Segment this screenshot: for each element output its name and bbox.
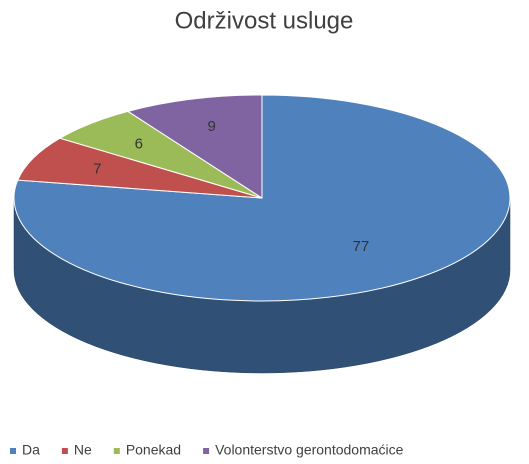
legend-swatch [113,448,120,454]
data-label: 77 [352,238,369,255]
legend-label: Da [22,442,40,458]
legend-label: Ne [74,442,92,458]
legend-label: Volonterstvo gerontodomaćice [215,442,404,458]
legend-swatch [10,448,16,454]
chart-title: Održivost usluge [175,7,354,34]
slice [17,137,263,199]
legend-swatch [61,448,68,454]
data-label: 7 [93,160,101,177]
data-label: 9 [208,118,216,135]
data-label: 6 [135,135,143,152]
slice [126,94,263,199]
legend-swatch [203,448,210,454]
legend-label: Ponekad [126,442,181,458]
